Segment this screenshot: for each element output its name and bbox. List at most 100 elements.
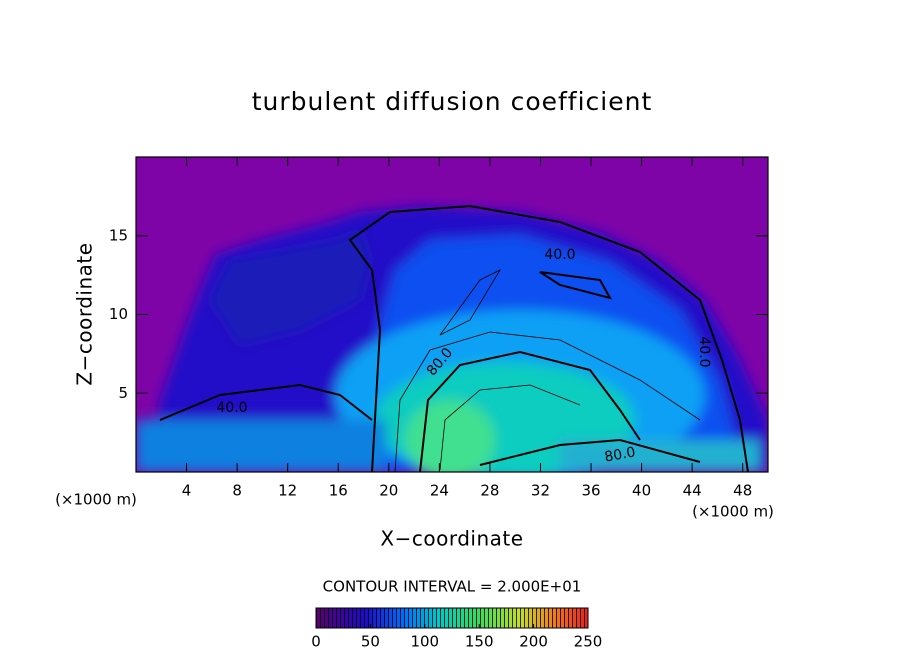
x-tick-label: 12 [278, 482, 297, 500]
colorbar-cell [344, 608, 348, 628]
colorbar-cell [420, 608, 424, 628]
colorbar-cell [336, 608, 340, 628]
colorbar-cell [364, 608, 368, 628]
x-tick-label: 24 [430, 482, 449, 500]
colorbar-cell [524, 608, 528, 628]
colorbar-cell [568, 608, 572, 628]
colorbar-cell [476, 608, 480, 628]
colorbar-cell [408, 608, 412, 628]
x-tick-label: 32 [531, 482, 550, 500]
colorbar-cell [556, 608, 560, 628]
x-tick-label: 4 [182, 482, 192, 500]
colorbar-tick-label: 100 [410, 633, 439, 651]
colorbar-cell [464, 608, 468, 628]
colorbar-cell [508, 608, 512, 628]
colorbar-cell [536, 608, 540, 628]
colorbar-frame [315, 607, 589, 629]
colorbar-cell [436, 608, 440, 628]
x-unit-label: (×1000 m) [55, 491, 137, 509]
colorbar-cell [332, 608, 336, 628]
colorbar-cell [380, 608, 384, 628]
y-axis-label: Z−coordinate [73, 242, 97, 385]
colorbar-cell [356, 608, 360, 628]
colorbar-cell [368, 608, 372, 628]
colorbar-cell [544, 608, 548, 628]
colorbar-cell [456, 608, 460, 628]
x-tick-label: 40 [632, 482, 651, 500]
colorbar-cell [440, 608, 444, 628]
colorbar-cell [532, 608, 536, 628]
colorbar-cell [512, 608, 516, 628]
colorbar-cell [584, 608, 588, 628]
colorbar-cell [560, 608, 564, 628]
colorbar-cell [396, 608, 400, 628]
colorbar-tick-label: 50 [361, 633, 380, 651]
colorbar-cell [384, 608, 388, 628]
colorbar-cell [340, 608, 344, 628]
colorbar-cell [324, 608, 328, 628]
x-tick-label: 44 [683, 482, 702, 500]
colorbar-cell [352, 608, 356, 628]
colorbar-tick-label: 0 [311, 633, 321, 651]
colorbar: 0 50 100 150 200 250 [311, 607, 603, 651]
y-tick-label: 5 [118, 384, 128, 402]
x-axis-label: X−coordinate [380, 527, 523, 551]
colorbar-cell [468, 608, 472, 628]
colorbar-cell [580, 608, 584, 628]
colorbar-cell [320, 608, 324, 628]
x-tick-label: 36 [581, 482, 600, 500]
colorbar-cell [376, 608, 380, 628]
y-tick-label: 10 [109, 305, 128, 323]
colorbar-cell [388, 608, 392, 628]
x-tick-label: 16 [329, 482, 348, 500]
colorbar-cell [488, 608, 492, 628]
y-tick-label: 15 [109, 226, 128, 244]
colorbar-cell [424, 608, 428, 628]
colorbar-cell [444, 608, 448, 628]
colorbar-cell [520, 608, 524, 628]
colorbar-cell [496, 608, 500, 628]
colorbar-tick-label: 250 [574, 633, 603, 651]
x-unit-label: (×1000 m) [692, 503, 774, 521]
colorbar-cell [484, 608, 488, 628]
colorbar-cell [528, 608, 532, 628]
colorbar-cell [500, 608, 504, 628]
colorbar-cell [392, 608, 396, 628]
contour-interval: CONTOUR INTERVAL = 2.000E+01 [323, 578, 582, 596]
colorbar-cell [400, 608, 404, 628]
x-tick-label: 20 [379, 482, 398, 500]
colorbar-cell [504, 608, 508, 628]
colorbar-cell [432, 608, 436, 628]
colorbar-cell [572, 608, 576, 628]
colorbar-cell [360, 608, 364, 628]
colorbar-cell [516, 608, 520, 628]
colorbar-cell [492, 608, 496, 628]
contour-label: 80.0 [603, 444, 636, 465]
x-tick-label: 8 [232, 482, 242, 500]
colorbar-cell [576, 608, 580, 628]
colorbar-cell [540, 608, 544, 628]
colorbar-tick-label: 150 [465, 633, 494, 651]
colorbar-cell [428, 608, 432, 628]
colorbar-cell [448, 608, 452, 628]
colorbar-cell [460, 608, 464, 628]
colorbar-cell [552, 608, 556, 628]
field [136, 157, 768, 472]
colorbar-cell [316, 608, 320, 628]
colorbar-cell [452, 608, 456, 628]
colorbar-cell [404, 608, 408, 628]
contour-label: 40.0 [544, 247, 575, 263]
colorbar-tick-label: 200 [519, 633, 548, 651]
colorbar-cell [328, 608, 332, 628]
chart-title: turbulent diffusion coefficient [252, 87, 653, 116]
colorbar-cell [416, 608, 420, 628]
colorbar-cell [372, 608, 376, 628]
contour-label: 40.0 [696, 336, 712, 367]
colorbar-cell [472, 608, 476, 628]
colorbar-cell [564, 608, 568, 628]
contour-label: 40.0 [216, 400, 247, 416]
colorbar-cell [348, 608, 352, 628]
colorbar-cell [412, 608, 416, 628]
x-tick-label: 28 [480, 482, 499, 500]
